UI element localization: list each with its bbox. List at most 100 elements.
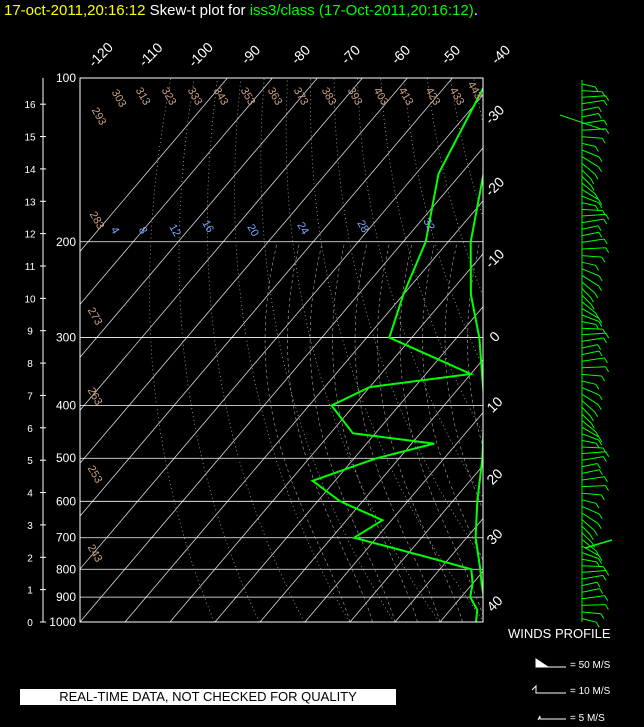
wind-barb-flag: [597, 404, 602, 410]
wind-barb-flag: [598, 558, 603, 564]
wind-barb-flag: [597, 225, 602, 232]
moist-adiabat: [354, 241, 441, 622]
dry-adiabat-label: 303: [109, 88, 129, 110]
wind-barb-flag: [599, 588, 604, 594]
wind-barb-flag: [605, 451, 610, 458]
pressure-label: 300: [56, 331, 76, 345]
wind-barb: [581, 195, 600, 204]
wind-barb: [581, 344, 598, 349]
wind-barb-flag: [605, 485, 609, 491]
wind-barb-flag: [605, 247, 610, 254]
wind-barb: [581, 136, 603, 139]
wind-barb-flag: [590, 304, 595, 310]
wind-barb-flag: [598, 513, 603, 520]
wind-barb-flag: [605, 366, 610, 372]
right-temperature-label: -10: [482, 246, 508, 272]
wind-barb: [581, 512, 599, 525]
wind-barb-flag: [598, 394, 603, 401]
isotherm-line: [259, 359, 483, 622]
wind-barb-flag: [597, 106, 602, 113]
dry-adiabat: [206, 78, 305, 622]
wind-barb: [581, 463, 598, 468]
wind-barb-flag: [598, 156, 603, 163]
wind-barb-flag: [595, 205, 599, 211]
dry-adiabat: [637, 78, 644, 622]
wind-barb: [581, 307, 600, 319]
dry-adiabat: [234, 78, 350, 622]
top-temperature-label: -70: [338, 42, 364, 68]
dry-adiabat-label: 243: [85, 543, 105, 565]
wind-barb-flag: [601, 256, 606, 263]
dry-adiabat-label: 293: [89, 106, 109, 128]
isotherm-line: [80, 78, 408, 464]
wind-barb: [581, 380, 596, 385]
dry-adiabat: [567, 78, 644, 622]
wind-barb-flag: [590, 423, 595, 429]
wind-barb-flag: [603, 357, 608, 364]
right-temperature-label: 0: [486, 328, 503, 345]
wind-barb-flag: [598, 275, 603, 282]
dry-adiabat: [178, 78, 260, 622]
dry-adiabat: [310, 78, 483, 621]
wind-barb: [581, 119, 605, 125]
wind-barb: [581, 142, 596, 147]
pressure-label: 400: [56, 399, 76, 413]
isotherm-line: [80, 147, 483, 622]
wind-barb: [581, 387, 600, 396]
wind-barb-flag: [598, 199, 603, 205]
wind-barb-flag: [598, 166, 603, 173]
wind-barb: [581, 570, 606, 573]
pressure-label: 1000: [49, 615, 76, 629]
top-temperature-label: -40: [488, 42, 514, 68]
pressure-label: 200: [56, 235, 76, 249]
wind-5-symbol: [537, 715, 566, 721]
isotherm-line: [80, 94, 483, 570]
wind-barb: [581, 366, 606, 369]
chart-title: 17-oct-2011,20:16:12 Skew-t plot for iss…: [4, 2, 478, 19]
wind-barb: [581, 99, 604, 105]
wind-barb-flag: [603, 218, 608, 225]
height-km-label: 2: [27, 553, 33, 564]
wind-barb-flag: [598, 469, 603, 476]
wind-barb-flag: [594, 193, 599, 200]
wind-barb-flag: [598, 555, 603, 561]
dry-adiabat: [497, 78, 644, 622]
moist-adiabat: [377, 241, 463, 622]
wind-barb: [581, 274, 599, 287]
isotherm-line: [620, 78, 644, 622]
wind-barb: [581, 202, 596, 207]
wind-barb-flag: [598, 439, 603, 446]
wind-barb: [581, 439, 597, 444]
wind-barb-flag: [591, 542, 596, 548]
wind-barb: [581, 357, 605, 362]
wind-barb: [581, 208, 603, 212]
wind-barb-flag: [595, 503, 600, 509]
moist-adiabat: [332, 241, 418, 622]
dewpoint-trace: [310, 86, 483, 622]
wind-barb: [581, 350, 600, 356]
pressure-label: 900: [56, 590, 76, 604]
mixing-ratio-label: 4: [108, 225, 121, 236]
wind-barb: [581, 255, 602, 258]
dry-adiabat: [149, 78, 215, 622]
height-km-label: 7: [27, 391, 33, 402]
wind-barb-flag: [601, 137, 606, 144]
wind-barb-flag: [605, 570, 610, 576]
wind-barb: [581, 451, 606, 455]
isotherm-line: [304, 411, 483, 622]
wind-barb: [581, 169, 592, 180]
wind-barb-flag: [594, 86, 599, 93]
height-km-label: 9: [27, 327, 33, 338]
top-temperature-label: -110: [135, 39, 166, 70]
dry-adiabat: [590, 78, 644, 622]
wind-barb: [581, 407, 591, 417]
wind-legend-5: = 5 M/S: [570, 713, 605, 724]
wind-barb-flag: [594, 411, 599, 418]
wind-barb: [581, 83, 596, 88]
wind-barb: [581, 604, 606, 606]
wind-barb: [581, 446, 604, 449]
wind-barb: [581, 261, 596, 266]
wind-barb-flag: [595, 265, 599, 271]
wind-barb: [581, 268, 600, 277]
